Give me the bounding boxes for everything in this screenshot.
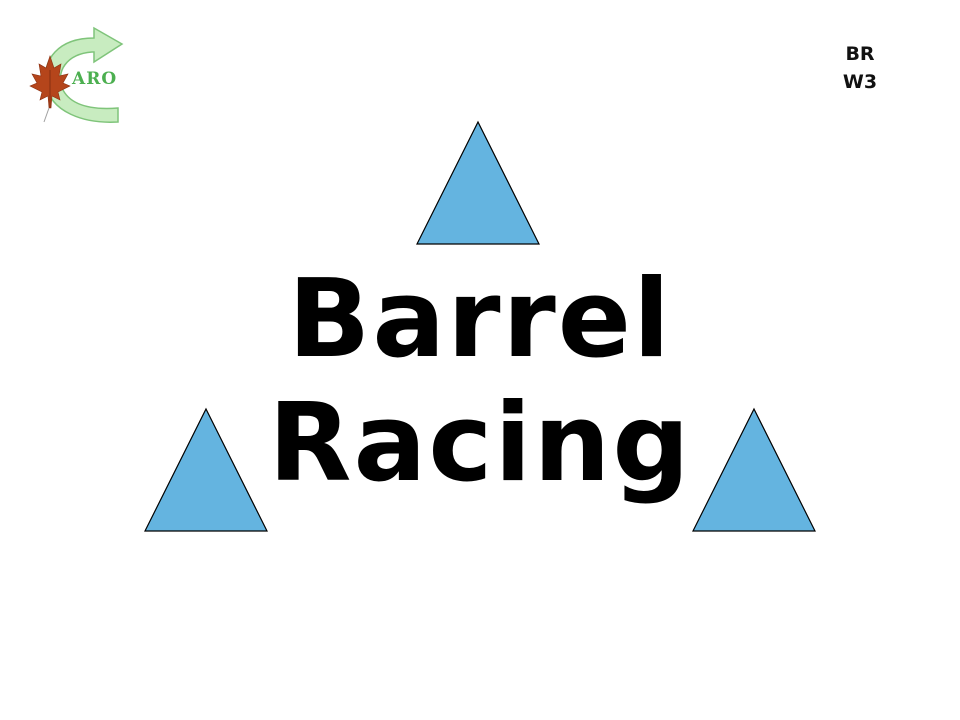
maple-leaf-icon: [29, 55, 71, 123]
title-line-1: Barrel: [288, 257, 672, 382]
barrel-right-triangle: [691, 407, 817, 533]
barrel-left-triangle: [143, 407, 269, 533]
code-line-2: W3: [842, 71, 878, 93]
logo-graphic: ARO: [29, 26, 124, 123]
title-line-2: Racing: [268, 381, 692, 506]
logo-text: ARO: [71, 69, 117, 89]
course-code: BR W3: [820, 40, 900, 96]
barrel-top-triangle: [415, 120, 541, 246]
code-line-1: BR: [845, 43, 875, 65]
caro-logo: ARO: [22, 26, 132, 130]
page-title: Barrel Racing: [180, 258, 780, 506]
curved-arrow-icon: [44, 26, 124, 123]
